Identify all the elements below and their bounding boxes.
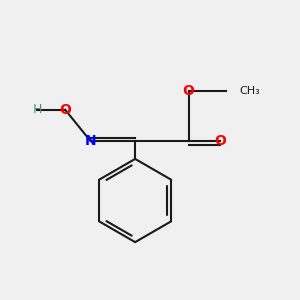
- Text: CH₃: CH₃: [239, 85, 260, 96]
- Text: N: N: [85, 134, 96, 148]
- Text: H: H: [32, 103, 42, 116]
- Text: O: O: [59, 103, 71, 117]
- Text: O: O: [214, 134, 226, 148]
- Text: O: O: [183, 84, 195, 98]
